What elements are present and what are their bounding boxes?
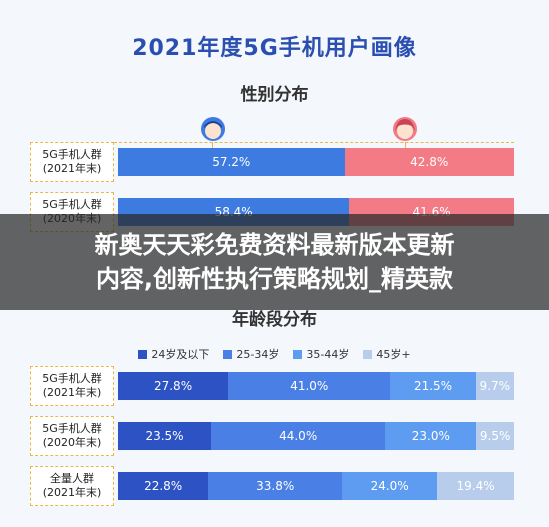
gender-segment-0-1: 42.8% <box>344 148 514 176</box>
banner-line-2: 内容,创新性执行策略规划_精英款 <box>95 265 454 293</box>
age-segment-1-3: 9.5% <box>476 422 514 450</box>
overlay-banner: 新奥天天彩免费资料最新版本更新 内容,创新性执行策略规划_精英款 <box>0 214 549 310</box>
legend-swatch <box>363 349 373 359</box>
age-section-title: 年龄段分布 <box>232 310 317 330</box>
legend-label: 35-44岁 <box>306 348 350 361</box>
legend-item-1: 25-34岁 <box>223 346 279 362</box>
banner-line-1: 新奥天天彩免费资料最新版本更新 <box>94 231 455 259</box>
age-legend: 24岁及以下 25-34岁 35-44岁 45岁+ <box>0 346 549 362</box>
gender-bar-0: 57.2% 42.8% <box>118 148 514 176</box>
male-guide-line <box>212 142 213 148</box>
age-row-label-line: 5G手机人群 <box>42 372 102 385</box>
gender-row-label-0: 5G手机人群 (2021年末) <box>30 142 114 182</box>
gender-row-label-line: (2021年末) <box>42 162 102 175</box>
age-segment-0-0: 27.8% <box>118 372 229 400</box>
legend-label: 24岁及以下 <box>151 348 210 361</box>
legend-item-0: 24岁及以下 <box>138 346 209 362</box>
age-bar-1: 23.5% 44.0% 23.0% 9.5% <box>118 422 514 450</box>
age-row-label-1: 5G手机人群 (2020年末) <box>30 416 114 456</box>
legend-label: 25-34岁 <box>236 348 280 361</box>
legend-swatch <box>138 349 148 359</box>
age-segment-1-0: 23.5% <box>118 422 212 450</box>
legend-swatch <box>223 349 233 359</box>
age-row-label-line: (2020年末) <box>42 436 102 449</box>
legend-swatch <box>293 349 303 359</box>
age-row-label-line: (2021年末) <box>42 486 102 499</box>
age-segment-1-2: 23.0% <box>385 422 477 450</box>
gender-row-label-line: 5G手机人群 <box>42 198 102 211</box>
age-row-label-line: 全量人群 <box>50 472 94 485</box>
legend-label: 45岁+ <box>376 348 411 361</box>
male-avatar-icon <box>201 117 225 141</box>
gender-row-label-line: 5G手机人群 <box>42 148 102 161</box>
age-row-label-0: 5G手机人群 (2021年末) <box>30 366 114 406</box>
page-title: 2021年度5G手机用户画像 <box>132 36 417 61</box>
age-segment-0-3: 9.7% <box>475 372 514 400</box>
female-guide-line <box>405 142 406 148</box>
gender-section-title: 性别分布 <box>240 85 309 105</box>
age-segment-0-2: 21.5% <box>390 372 476 400</box>
age-segment-2-3: 19.4% <box>437 472 514 500</box>
age-bar-0: 27.8% 41.0% 21.5% 9.7% <box>118 372 514 400</box>
age-row-label-line: (2021年末) <box>42 386 102 399</box>
age-row-label-2: 全量人群 (2021年末) <box>30 466 114 506</box>
legend-item-3: 45岁+ <box>363 346 411 362</box>
age-segment-2-1: 33.8% <box>208 472 343 500</box>
age-segment-2-0: 22.8% <box>118 472 209 500</box>
age-segment-1-1: 44.0% <box>211 422 386 450</box>
age-segment-2-2: 24.0% <box>342 472 438 500</box>
age-segment-0-1: 41.0% <box>228 372 391 400</box>
age-row-label-line: 5G手机人群 <box>42 422 102 435</box>
female-avatar-icon <box>393 117 417 141</box>
age-bar-2: 22.8% 33.8% 24.0% 19.4% <box>118 472 514 500</box>
gender-segment-0-0: 57.2% <box>118 148 345 176</box>
gender-guide-top <box>114 142 514 143</box>
legend-item-2: 35-44岁 <box>293 346 349 362</box>
